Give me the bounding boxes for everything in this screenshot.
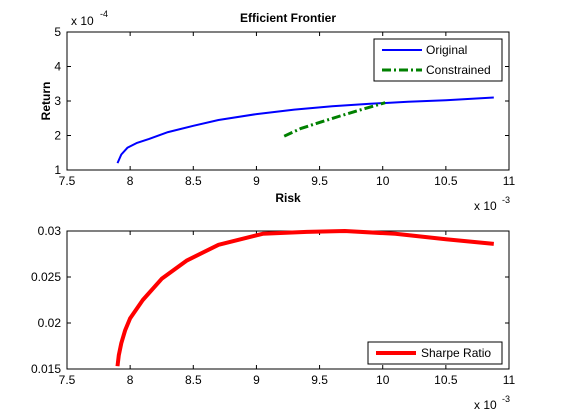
legend-label-sharpe-ratio: Sharpe Ratio [421, 346, 491, 360]
bottom-x-tick-label: 8.5 [185, 373, 202, 387]
bottom-x-tick-label: 9 [253, 373, 260, 387]
bottom-x-tick-label: 7.5 [59, 373, 76, 387]
top-chart-title: Efficient Frontier [240, 11, 336, 25]
top-series-lines [116, 96, 494, 164]
top-x-tick-label: 10.5 [434, 174, 458, 188]
top-y-tick-label: 1 [54, 163, 61, 177]
top-legend-box [373, 38, 503, 82]
top-y-tick-label: 5 [54, 25, 61, 39]
bottom-series-lines [115, 229, 494, 367]
top-x-tick-label: 11 [503, 174, 516, 188]
bottom-x-exponent: x 10 -3 [474, 394, 510, 412]
bottom-x-tick-label: 8 [127, 373, 134, 387]
sharpe-ratio-chart: x 10 -3 7.5 8 8.5 9 9.5 10 10.5 11 0.015 0.02 0.02… [31, 224, 516, 412]
top-x-tick-label: 9.5 [311, 174, 328, 188]
legend-label-original: Original [426, 43, 467, 57]
top-y-exponent: x 10 -4 [71, 9, 108, 28]
bottom-x-tick-label: 10.5 [434, 373, 458, 387]
top-x-tick-label: 8.5 [185, 174, 202, 188]
series-line-original [116, 96, 494, 164]
bottom-legend-box [367, 341, 503, 365]
bottom-x-tick-label: 9.5 [311, 373, 328, 387]
bottom-y-tick-label: 0.015 [31, 362, 61, 376]
bottom-axis-ticks: 7.5 8 8.5 9 9.5 10 10.5 11 0.015 0.02 0.025 0.03 [31, 224, 516, 387]
top-y-axis-label: Return [39, 82, 53, 121]
bottom-y-tick-label: 0.02 [38, 316, 62, 330]
bottom-y-tick-label: 0.03 [38, 224, 62, 238]
top-x-tick-label: 8 [127, 174, 134, 188]
top-y-exponent-base: x 10 [71, 14, 94, 28]
top-legend: Original Constrained [373, 38, 503, 82]
top-x-exponent-power: -3 [502, 195, 510, 205]
efficient-frontier-chart: Efficient Frontier Risk Return x 10 -4 x… [39, 9, 516, 213]
bottom-x-exponent-base: x 10 [474, 398, 497, 412]
bottom-legend: Sharpe Ratio [367, 341, 503, 365]
top-y-tick-label: 4 [54, 60, 61, 74]
top-x-exponent-base: x 10 [474, 199, 497, 213]
top-y-tick-label: 3 [54, 94, 61, 108]
top-x-tick-label: 9 [253, 174, 260, 188]
series-line-sharpe-ratio [115, 229, 494, 367]
top-x-tick-label: 7.5 [59, 174, 76, 188]
bottom-x-exponent-power: -3 [502, 394, 510, 404]
bottom-y-tick-label: 0.025 [31, 270, 61, 284]
top-x-exponent: x 10 -3 [474, 195, 510, 213]
top-y-exponent-power: -4 [100, 9, 108, 19]
bottom-x-tick-label: 11 [503, 373, 516, 387]
top-y-tick-label: 2 [54, 129, 61, 143]
bottom-x-tick-label: 10 [376, 373, 390, 387]
top-x-axis-label: Risk [275, 191, 301, 205]
top-x-tick-label: 10 [376, 174, 390, 188]
legend-label-constrained: Constrained [426, 63, 491, 77]
series-line-constrained [283, 101, 386, 138]
